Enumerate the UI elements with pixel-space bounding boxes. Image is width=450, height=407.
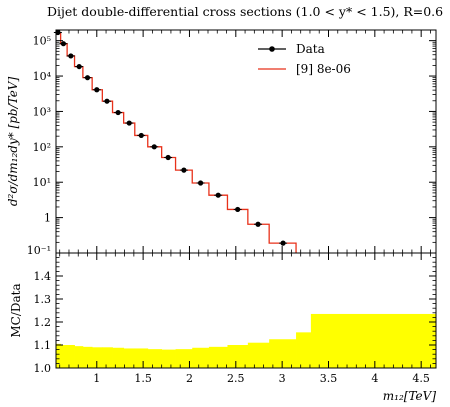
ratio-band-bin (269, 339, 297, 368)
ratio-band-bin (208, 346, 228, 368)
y-tick-label: 10² (33, 141, 51, 154)
x-tick-label: 1.5 (134, 372, 152, 385)
y-tick-label: 10⁻¹ (27, 244, 51, 257)
ratio-y-tick-label: 1.2 (34, 316, 52, 329)
data-point (138, 132, 144, 139)
y-tick-label: 10⁵ (33, 35, 51, 48)
data-point (151, 144, 157, 150)
y-tick-label: 10¹ (33, 176, 51, 189)
ratio-y-tick-label: 1.4 (34, 270, 52, 283)
data-point (68, 53, 74, 59)
ratio-band-bin (67, 345, 75, 368)
main-plot-frame (55, 29, 437, 254)
data-point (215, 192, 221, 198)
ratio-y-tick-label: 1.0 (34, 362, 52, 375)
data-point (104, 98, 110, 104)
x-tick-label: 2.5 (227, 372, 245, 385)
ratio-band-bin (92, 347, 103, 368)
data-point (60, 41, 67, 47)
ratio-band-bin (60, 345, 68, 368)
ratio-band-bin (161, 349, 176, 368)
legend-data-marker (269, 46, 275, 52)
data-point (55, 29, 61, 36)
ratio-plot-frame (55, 252, 437, 369)
ratio-y-axis-label: MC/Data (9, 283, 23, 337)
data-point (255, 221, 261, 227)
data-point (94, 87, 100, 93)
x-tick-label: 4 (371, 372, 378, 385)
legend-data-label: Data (296, 42, 325, 56)
x-tick-label: 4.5 (412, 372, 430, 385)
chart-title: Dijet double-differential cross sections… (47, 4, 443, 19)
ratio-band-bin (310, 313, 437, 368)
x-axis-label: m₁₂[TeV] (383, 389, 437, 403)
ratio-band-bin (227, 345, 249, 368)
x-tick-label: 2 (186, 372, 193, 385)
data-point (115, 109, 121, 116)
ratio-band-bin (175, 349, 193, 368)
data-point (165, 154, 171, 161)
ratio-plot: 1.0 1.1 1.2 1.3 1.4 1 1.5 2 2.5 3 3.5 4 4.5 MC/Data m₁… (9, 252, 437, 403)
ratio-y-tick-label: 1.1 (34, 339, 52, 352)
data-point (181, 167, 187, 173)
data-point (280, 240, 286, 246)
ratio-band-bin (82, 346, 93, 368)
main-plot: 10⁻¹ 1 10¹ 10² 10³ 10⁴ 10⁵ d²σ/dm₁₂dy* [pb/TeV]… (6, 29, 437, 257)
x-tick-label: 3.5 (320, 372, 338, 385)
ratio-band-bin (296, 332, 312, 368)
ratio-band-bin (247, 342, 270, 368)
y-axis-label: d²σ/dm₁₂dy* [pb/TeV] (6, 77, 20, 207)
ratio-band-bin (56, 343, 62, 368)
ratio-band-bin (123, 348, 136, 368)
data-point (235, 206, 241, 213)
ratio-band-bin (192, 347, 210, 368)
data-point (76, 63, 82, 70)
data-point (126, 120, 132, 126)
ratio-band-bin (147, 349, 163, 368)
data-point (197, 180, 204, 186)
ratio-band-bin (134, 348, 149, 368)
ratio-y-tick-label: 1.3 (34, 293, 52, 306)
ratio-band-bin (102, 347, 113, 368)
x-tick-label: 3 (279, 372, 286, 385)
y-tick-label: 10³ (33, 105, 51, 118)
ratio-band-bin (74, 346, 84, 368)
ratio-band-bin (112, 347, 125, 368)
x-tick-label: 1 (93, 372, 100, 385)
legend-mc-label: [9] 8e-06 (296, 62, 351, 76)
y-tick-label: 1 (44, 212, 51, 225)
y-tick-label: 10⁴ (33, 70, 52, 83)
data-point (84, 75, 91, 81)
